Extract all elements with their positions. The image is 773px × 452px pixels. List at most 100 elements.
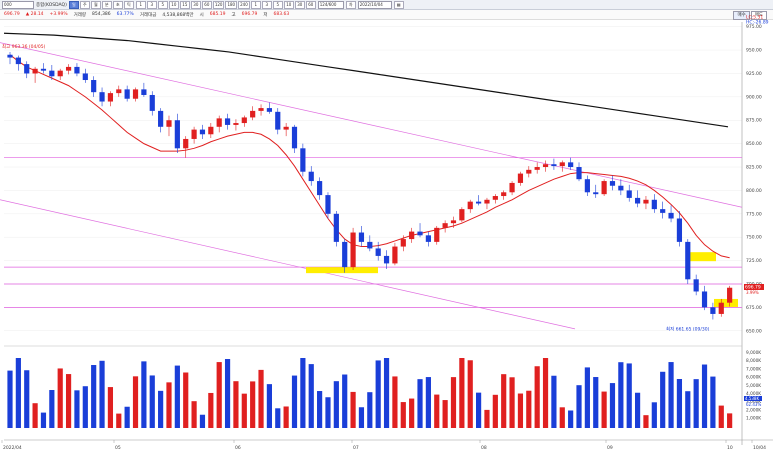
candle-body xyxy=(542,164,549,168)
interval-button-1[interactable]: 3 xyxy=(146,0,157,9)
candle-body xyxy=(141,89,147,95)
interval-button-14[interactable]: 30 xyxy=(294,0,305,9)
volume-label: 거래량 xyxy=(73,12,87,18)
low-value: 683.63 xyxy=(273,12,290,17)
candle-body xyxy=(618,185,624,191)
volume-bar xyxy=(417,379,423,428)
interval-button-9[interactable]: 240 xyxy=(238,0,250,9)
highlight-box xyxy=(714,298,738,307)
interval-button-7[interactable]: 120 xyxy=(212,0,225,9)
volume-bar xyxy=(158,390,164,428)
candle-body xyxy=(32,68,38,74)
x-tick-label: 08 xyxy=(481,445,487,451)
volume-bar xyxy=(467,360,473,428)
volume-bar xyxy=(40,412,47,428)
volume-bar xyxy=(291,375,298,428)
price-tick-label: 950.00 xyxy=(746,48,762,54)
x-tick-label: 05 xyxy=(115,445,121,451)
volume-bar xyxy=(208,392,214,428)
candle-body xyxy=(484,199,490,204)
volume-bar xyxy=(668,362,674,428)
period-button-0[interactable]: 일 xyxy=(68,0,79,9)
candle-body xyxy=(216,118,222,127)
highlight-box xyxy=(306,267,378,274)
sell-button[interactable]: 매도 xyxy=(750,11,767,20)
price-tick-label: 975.00 xyxy=(746,24,762,30)
volume-bar xyxy=(174,365,180,428)
interval-button-2[interactable]: 5 xyxy=(157,0,168,9)
volume-bar xyxy=(333,381,339,428)
volume-bar xyxy=(568,410,574,428)
candle-body xyxy=(576,167,582,180)
low-label: 저 xyxy=(263,12,268,18)
interval-button-0[interactable]: 1 xyxy=(135,0,146,9)
volume-tick-label: 3,000K xyxy=(746,399,761,405)
volume-bar xyxy=(199,414,206,428)
period-button-3[interactable]: 분 xyxy=(101,0,112,9)
interval-button-12[interactable]: 5 xyxy=(272,0,283,9)
volume-bar xyxy=(216,362,222,428)
amount-label: 거래대금 xyxy=(139,12,157,18)
amount-value: 4,538,868백만 xyxy=(162,12,194,18)
buy-button[interactable]: 매수 xyxy=(733,11,750,20)
interval-button-13[interactable]: 10 xyxy=(283,0,294,9)
volume-bar xyxy=(65,374,72,428)
price-tick-label: 825.00 xyxy=(746,165,762,171)
period-button-2[interactable]: 월 xyxy=(90,0,101,9)
volume-bar xyxy=(685,391,691,428)
price-tick-label: 650.00 xyxy=(746,328,762,334)
volume-tick-label: 2,000K xyxy=(746,407,761,413)
candle-body xyxy=(710,307,716,314)
volume-tick-label: 6,000K xyxy=(746,375,761,381)
period-button-4[interactable]: 초 xyxy=(112,0,123,9)
x-tick-label: 09 xyxy=(607,445,613,451)
candle-body xyxy=(492,196,498,200)
volume-bar xyxy=(266,384,272,428)
volume-bar xyxy=(660,371,666,428)
interval-button-8[interactable]: 180 xyxy=(225,0,238,9)
open-label: 시 xyxy=(199,12,204,18)
candle-body xyxy=(434,227,440,242)
volume-pct-tag: 62.43% xyxy=(746,402,761,407)
period-button-1[interactable]: 주 xyxy=(79,0,90,9)
top-right-tag-0: LC:5.31 xyxy=(746,15,763,21)
volume-bar xyxy=(342,374,348,428)
candle-body xyxy=(15,57,21,65)
calendar-icon[interactable]: ▦ xyxy=(393,0,404,9)
mode-button[interactable]: 차 xyxy=(345,0,356,9)
date-input[interactable]: 2022/10/04 xyxy=(357,0,392,9)
interval-button-10[interactable]: 1 xyxy=(250,0,261,9)
candle-body xyxy=(643,199,649,204)
interval-button-5[interactable]: 30 xyxy=(190,0,201,9)
interval-button-11[interactable]: 3 xyxy=(261,0,272,9)
x-tick-label: 10 xyxy=(727,445,733,451)
period-button-5[interactable]: 틱 xyxy=(123,0,134,9)
candle-body xyxy=(258,108,264,111)
volume-bar xyxy=(476,392,482,428)
candle-body xyxy=(509,182,515,193)
volume-bar xyxy=(392,376,398,428)
volume-tick-label: 5,000K xyxy=(746,383,761,389)
volume-bar xyxy=(626,363,632,428)
candle-body xyxy=(676,218,683,242)
count-input[interactable]: 124/600 xyxy=(317,0,344,9)
volume-bar xyxy=(275,408,281,428)
candle-body xyxy=(7,54,13,58)
interval-button-4[interactable]: 15 xyxy=(179,0,190,9)
low-annotation: 최저 661.65 (09/30) xyxy=(666,325,710,332)
candle-body xyxy=(183,138,189,149)
interval-button-3[interactable]: 10 xyxy=(168,0,179,9)
volume-bar xyxy=(132,376,139,428)
candle-body xyxy=(459,209,465,221)
interval-button-6[interactable]: 60 xyxy=(201,0,212,9)
candle-body xyxy=(82,73,88,81)
candle-body xyxy=(392,246,398,264)
interval-button-15[interactable]: 60 xyxy=(305,0,316,9)
upper-trendline xyxy=(0,42,743,208)
candle-body xyxy=(685,241,691,280)
candle-body xyxy=(367,241,373,249)
code-input[interactable]: 000 xyxy=(2,0,34,9)
volume-bar xyxy=(15,358,21,428)
